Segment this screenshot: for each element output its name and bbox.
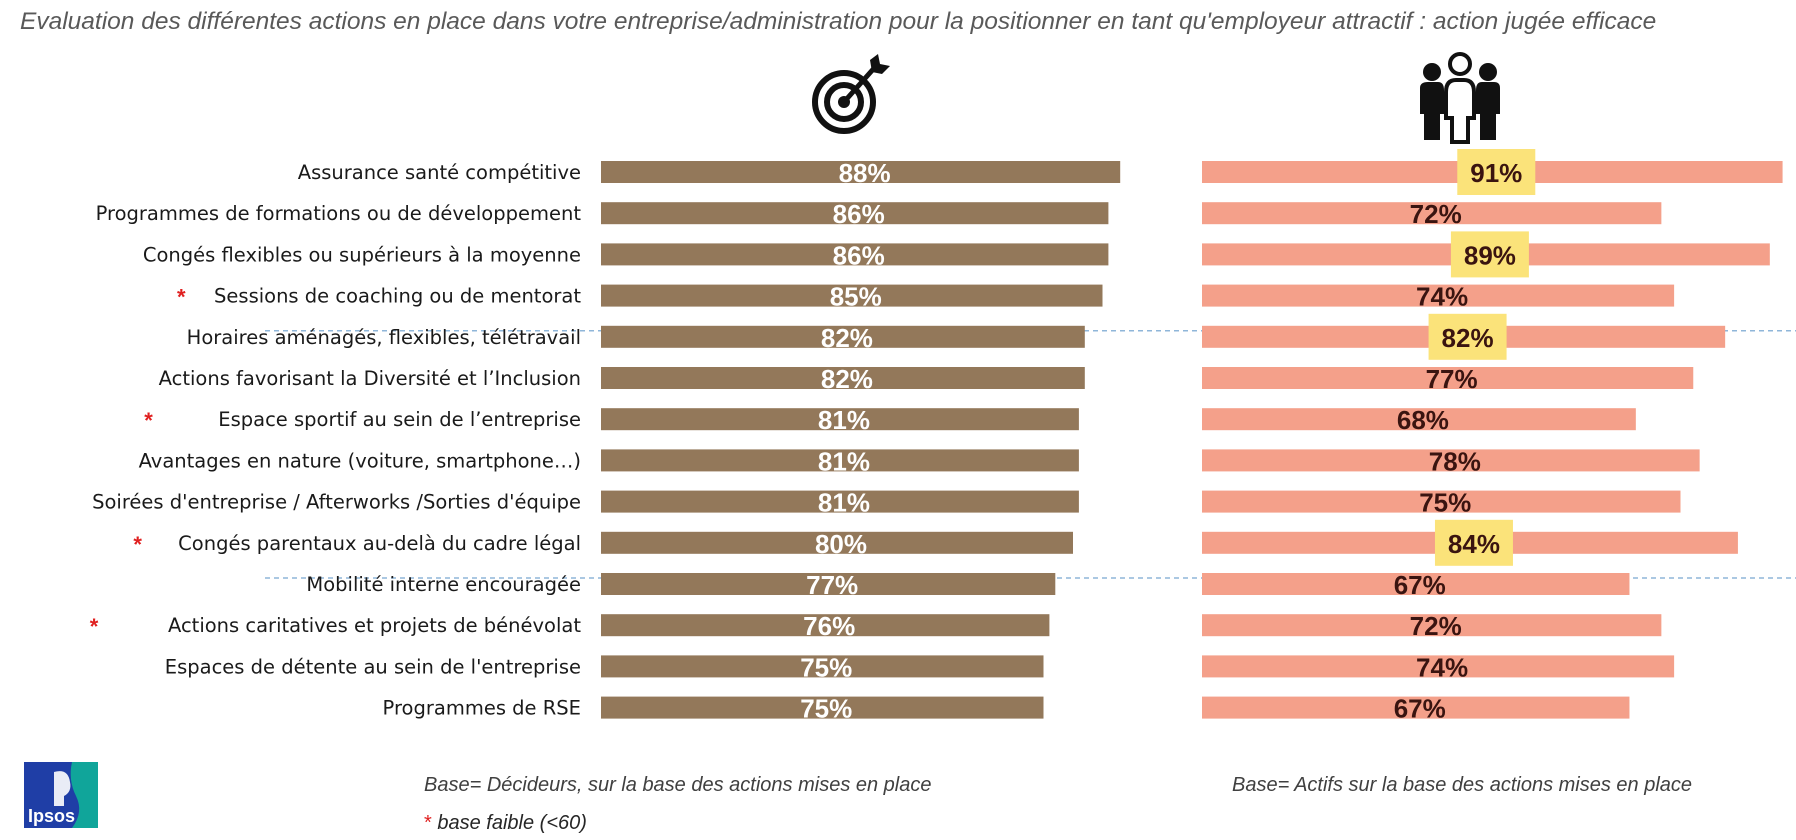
right-value-label: 74% xyxy=(1416,282,1468,312)
left-bar xyxy=(601,202,1109,225)
right-bar xyxy=(1202,655,1675,678)
category-label: Congés parentaux au-delà du cadre légal xyxy=(178,532,581,555)
right-value-label: 78% xyxy=(1429,446,1481,476)
chart: Assurance santé compétitive 88% 91% Program… xyxy=(90,149,1796,724)
right-value-label: 75% xyxy=(1419,488,1471,518)
category-label: Espaces de détente au sein de l'entrepri… xyxy=(165,655,581,678)
category-label: Soirées d'entreprise / Afterworks /Sorti… xyxy=(92,491,581,514)
left-bar xyxy=(601,696,1044,719)
right-value-label: 68% xyxy=(1397,405,1449,435)
right-bar xyxy=(1202,573,1630,595)
left-bar xyxy=(601,408,1079,431)
left-bar xyxy=(601,655,1044,678)
right-value-label: 77% xyxy=(1426,364,1478,394)
low-base-star: * xyxy=(177,285,186,310)
right-value-highlight xyxy=(1428,313,1507,360)
left-value-label: 80% xyxy=(815,529,867,559)
left-value-label: 88% xyxy=(839,158,891,188)
left-value-label: 81% xyxy=(818,446,870,476)
right-value-highlight xyxy=(1457,149,1536,195)
left-value-label: 82% xyxy=(821,323,873,353)
category-label: Congés flexibles ou supérieurs à la moye… xyxy=(143,243,581,266)
right-value-label: 91% xyxy=(1470,158,1522,188)
left-bar xyxy=(601,490,1079,513)
category-label: Horaires aménagés, flexibles, télétravai… xyxy=(187,326,581,349)
left-value-label: 76% xyxy=(803,611,855,641)
left-bar xyxy=(601,531,1073,554)
left-bar xyxy=(601,367,1085,389)
category-label: Mobilité interne encouragée xyxy=(306,573,581,596)
left-value-label: 75% xyxy=(800,694,852,724)
left-value-label: 81% xyxy=(818,488,870,518)
base-note-left: Base= Décideurs, sur la base des actions… xyxy=(424,774,932,796)
right-value-label: 72% xyxy=(1410,199,1462,229)
left-bar xyxy=(601,325,1085,348)
category-label: Espace sportif au sein de l’entreprise xyxy=(218,408,581,431)
left-value-label: 82% xyxy=(821,364,873,394)
right-value-highlight xyxy=(1434,519,1513,566)
base-note-right: Base= Actifs sur la base des actions mis… xyxy=(1232,774,1693,796)
right-bar xyxy=(1202,614,1662,637)
chart-title: Evaluation des différentes actions en pl… xyxy=(20,8,1657,35)
left-bar xyxy=(601,614,1050,637)
category-label: Programmes de RSE xyxy=(383,697,581,720)
left-value-label: 86% xyxy=(833,199,885,229)
right-value-label: 82% xyxy=(1442,323,1494,353)
right-value-highlight xyxy=(1450,231,1529,278)
category-label: Assurance santé compétitive xyxy=(298,161,581,184)
footnote-star: * xyxy=(424,812,432,834)
left-value-label: 77% xyxy=(806,570,858,600)
category-label: Programmes de formations ou de développe… xyxy=(96,202,582,225)
left-value-label: 75% xyxy=(800,652,852,682)
left-bar xyxy=(601,161,1121,183)
category-label: Sessions de coaching ou de mentorat xyxy=(214,285,581,308)
right-value-label: 74% xyxy=(1416,652,1468,682)
right-value-label: 67% xyxy=(1394,570,1446,600)
right-bar xyxy=(1202,202,1662,225)
right-bar xyxy=(1202,408,1636,431)
people-group-icon xyxy=(1420,52,1500,144)
right-bar xyxy=(1202,449,1700,472)
left-bar xyxy=(601,449,1079,472)
low-base-star: * xyxy=(133,532,142,557)
low-base-star: * xyxy=(90,614,99,639)
right-value-label: 84% xyxy=(1448,529,1500,559)
left-bar xyxy=(601,243,1109,266)
target-icon xyxy=(812,54,890,134)
footnote-text: base faible (<60) xyxy=(437,812,587,834)
low-base-star: * xyxy=(144,408,153,433)
right-value-label: 72% xyxy=(1410,611,1462,641)
footnote: * base faible (<60) xyxy=(424,812,587,835)
right-value-label: 89% xyxy=(1464,240,1516,270)
ipsos-logo: Ipsos xyxy=(24,762,98,828)
category-label: Actions caritatives et projets de bénévo… xyxy=(168,614,581,637)
left-bar xyxy=(601,284,1103,307)
left-value-label: 81% xyxy=(818,405,870,435)
right-bar xyxy=(1202,284,1675,307)
right-bar xyxy=(1202,367,1694,389)
right-bar xyxy=(1202,696,1630,719)
left-bar xyxy=(601,573,1056,595)
left-value-label: 85% xyxy=(830,282,882,312)
category-label: Actions favorisant la Diversité et l’Inc… xyxy=(159,367,581,390)
svg-text:Ipsos: Ipsos xyxy=(28,806,75,826)
right-bar xyxy=(1202,490,1681,513)
category-label: Avantages en nature (voiture, smartphone… xyxy=(139,449,581,472)
right-value-label: 67% xyxy=(1394,694,1446,724)
left-value-label: 86% xyxy=(833,240,885,270)
